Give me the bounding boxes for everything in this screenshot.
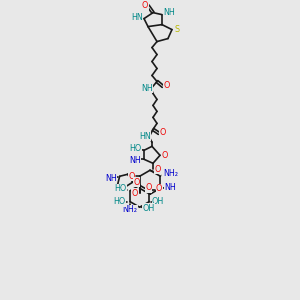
Text: NH: NH [164,183,176,192]
Text: O: O [164,81,170,90]
Text: O: O [160,128,166,137]
Text: O: O [134,178,140,187]
Text: O: O [131,189,138,198]
Text: NH: NH [163,8,175,17]
Text: O: O [128,172,135,181]
Text: HO: HO [129,144,141,153]
Text: NH: NH [105,174,117,183]
Text: OH: OH [142,204,155,213]
Text: NH: NH [129,156,141,165]
Text: NH₂: NH₂ [163,169,178,178]
Text: O: O [156,184,162,193]
Text: HO: HO [113,197,125,206]
Text: HN: HN [131,13,143,22]
Text: NH: NH [141,84,153,93]
Text: O: O [162,151,168,160]
Text: O: O [155,165,161,174]
Text: HN: HN [139,132,151,141]
Text: NH₂: NH₂ [123,205,138,214]
Text: O: O [142,1,148,10]
Text: OH: OH [152,197,164,206]
Text: HO: HO [114,184,126,193]
Text: S: S [174,25,179,34]
Text: O: O [145,184,152,193]
